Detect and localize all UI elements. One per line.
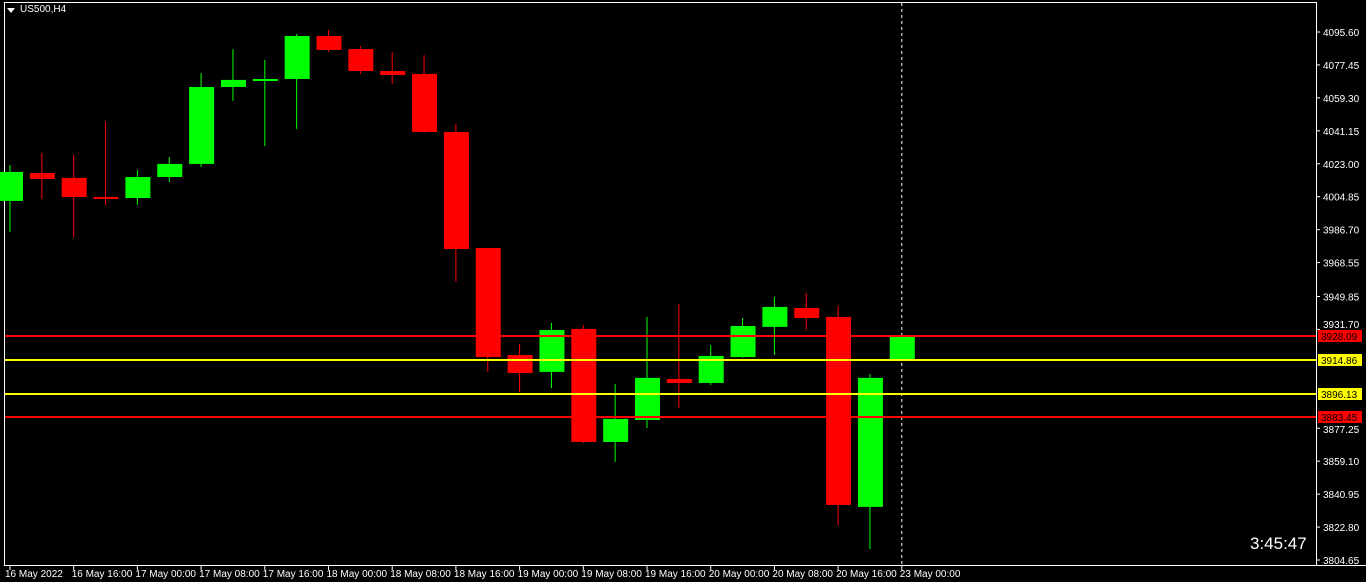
candle-body [889, 335, 915, 360]
symbol-dropdown-icon[interactable] [7, 8, 15, 13]
bullish-candle [635, 316, 660, 428]
candle-body [794, 308, 820, 319]
bullish-candle [539, 322, 565, 389]
candle-body [475, 247, 501, 358]
time-tick-label: 19 May 00:00 [518, 569, 579, 580]
bearish-candle [507, 343, 533, 393]
price-tick-label: 3949.85 [1323, 292, 1360, 303]
price-tick-label: 3877.25 [1323, 425, 1360, 436]
candle-countdown: 3:45:47 [1250, 534, 1307, 553]
candle-body [635, 377, 660, 420]
candle-body [507, 355, 533, 373]
time-tick-label: 18 May 00:00 [327, 569, 388, 580]
level-price-label: 3928.09 [1321, 332, 1358, 343]
bearish-candle [316, 30, 342, 52]
price-tick-label: 4041.15 [1323, 127, 1360, 138]
bearish-candle [571, 324, 597, 444]
candle-body [762, 306, 788, 327]
bearish-candle [380, 51, 406, 85]
time-tick-label: 17 May 08:00 [199, 569, 260, 580]
price-tick-label: 3931.70 [1323, 320, 1360, 331]
bearish-candle [666, 304, 692, 409]
bearish-candle [475, 247, 501, 372]
candle-body [157, 163, 183, 177]
bullish-candle [762, 296, 788, 356]
bullish-candle [284, 33, 310, 129]
level-price-badge [1318, 329, 1362, 342]
price-tick-label: 3804.65 [1323, 556, 1360, 567]
price-tick-label: 4023.00 [1323, 160, 1360, 171]
bullish-candle [220, 49, 246, 101]
candle-body [730, 325, 756, 358]
candle-body [29, 173, 55, 179]
bearish-candle [412, 55, 438, 133]
bullish-candle [125, 169, 151, 205]
bullish-candle [157, 157, 183, 183]
time-tick-label: 18 May 08:00 [390, 569, 451, 580]
candle-body [252, 79, 278, 81]
level-price-badge [1318, 410, 1362, 423]
bearish-candle [826, 306, 852, 525]
price-tick-label: 3986.70 [1323, 226, 1360, 237]
candle-body [666, 378, 692, 383]
price-tick-label: 3968.55 [1323, 259, 1360, 270]
price-tick-label: 3822.80 [1323, 523, 1360, 534]
time-tick-label: 23 May 00:00 [900, 569, 961, 580]
candle-body [603, 418, 629, 442]
time-tick-label: 19 May 16:00 [645, 569, 706, 580]
level-price-label: 3896.13 [1321, 390, 1358, 401]
candle-body [125, 176, 151, 199]
price-tick-label: 4077.45 [1323, 61, 1360, 72]
bearish-candle [93, 122, 119, 205]
bearish-candle [29, 153, 55, 199]
level-price-badge [1318, 387, 1362, 400]
bullish-candle [857, 373, 883, 550]
level-price-label: 3883.45 [1321, 413, 1358, 424]
bearish-candle [348, 45, 374, 74]
time-tick-label: 18 May 16:00 [454, 569, 515, 580]
bullish-candle [603, 384, 629, 462]
candle-body [0, 171, 23, 201]
bearish-candle [794, 292, 820, 330]
candle-body [443, 131, 469, 250]
time-tick-label: 20 May 00:00 [709, 569, 770, 580]
price-tick-label: 3840.95 [1323, 490, 1360, 501]
price-tick-label: 4004.85 [1323, 193, 1360, 204]
candle-body [412, 73, 438, 132]
candle-body [380, 71, 406, 76]
time-tick-label: 16 May 16:00 [72, 569, 133, 580]
candle-body [316, 35, 342, 50]
time-tick-label: 16 May 2022 [5, 569, 63, 580]
level-price-badge [1318, 353, 1362, 366]
time-tick-label: 19 May 08:00 [581, 569, 642, 580]
bearish-candle [443, 124, 469, 282]
price-tick-label: 4095.60 [1323, 28, 1360, 39]
time-tick-label: 17 May 00:00 [135, 569, 196, 580]
candle-body [220, 79, 246, 87]
bullish-candle [189, 73, 215, 168]
time-tick-label: 20 May 16:00 [836, 569, 897, 580]
bullish-candle [0, 165, 23, 232]
bullish-candle [889, 335, 915, 360]
candle-body [348, 49, 374, 72]
candle-body [61, 177, 87, 197]
symbol-label[interactable]: US500,H4 [20, 4, 67, 15]
candle-body [857, 377, 883, 507]
time-tick-label: 20 May 08:00 [772, 569, 833, 580]
level-price-label: 3914.86 [1321, 356, 1358, 367]
candle-body [189, 86, 215, 164]
price-tick-label: 4059.30 [1323, 94, 1360, 105]
candle-body [826, 316, 852, 505]
bullish-candle [252, 59, 278, 146]
bullish-candle [730, 318, 756, 358]
price-tick-label: 3859.10 [1323, 457, 1360, 468]
candle-body [284, 35, 310, 80]
candle-body [93, 196, 119, 199]
bullish-candle [698, 345, 724, 385]
time-tick-label: 17 May 16:00 [263, 569, 324, 580]
candle-body [571, 328, 597, 442]
bearish-candle [61, 155, 87, 238]
